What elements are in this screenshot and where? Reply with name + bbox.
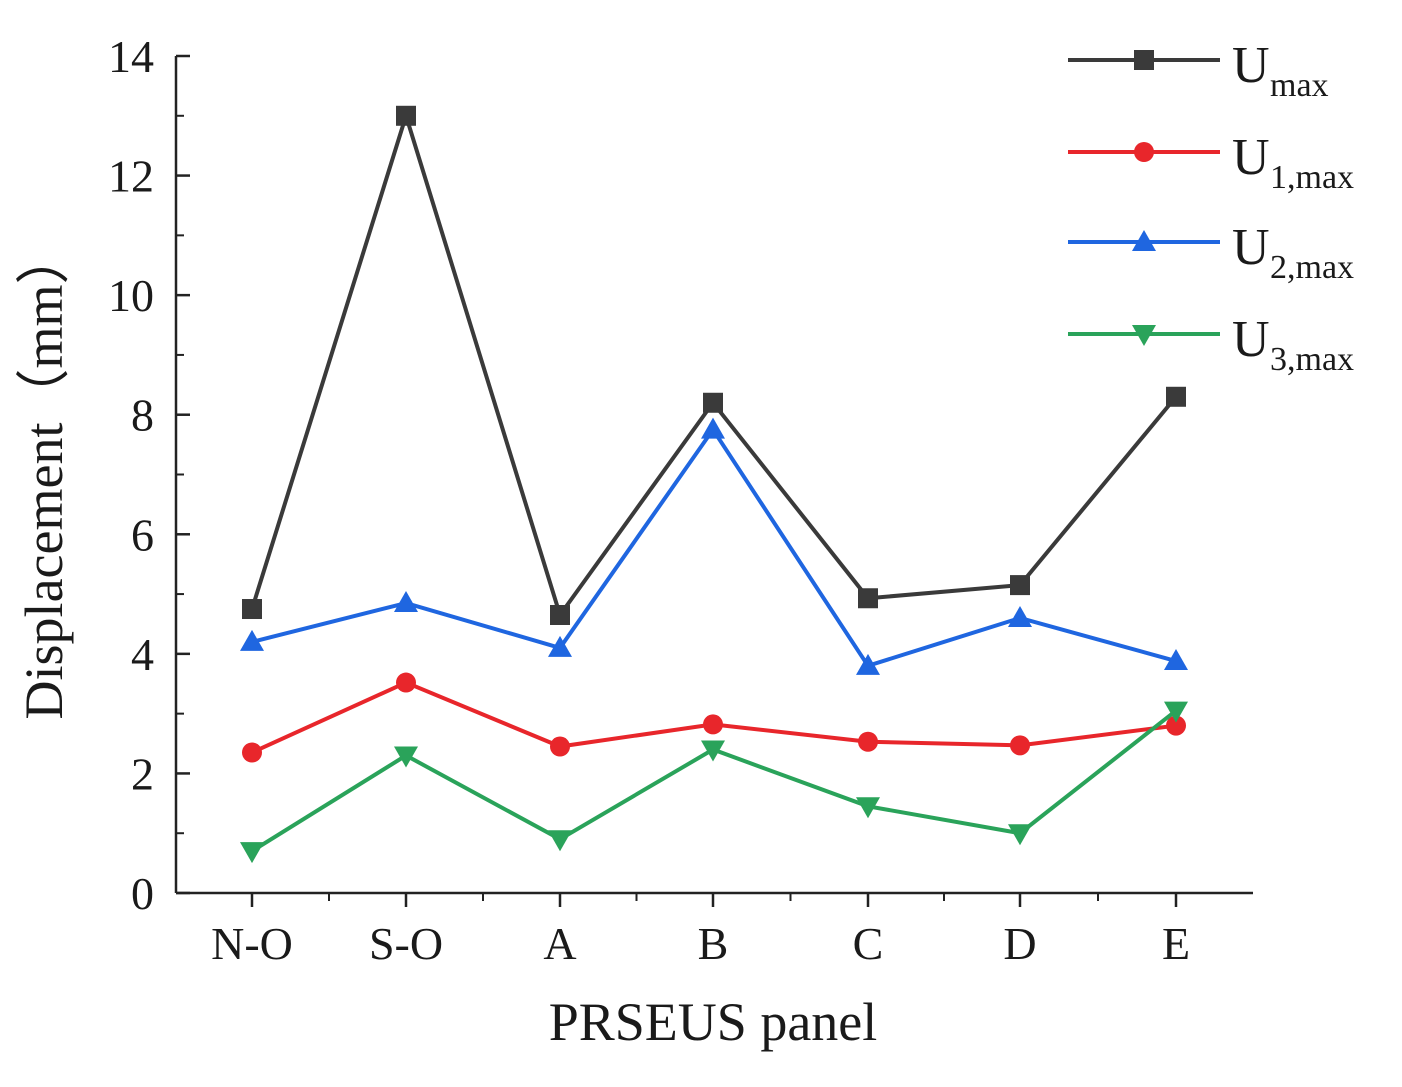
legend-marker [1132, 325, 1156, 346]
y-tick-label: 8 [131, 390, 154, 441]
x-tick-label: S-O [369, 918, 443, 969]
data-point [1010, 735, 1030, 756]
y-tick-label: 4 [131, 629, 154, 680]
legend-label: U [1232, 129, 1270, 186]
legend-subscript: 3,max [1270, 341, 1354, 378]
data-point [1008, 824, 1032, 846]
axes: 0 2 4 6 8 10 12 14 N-O S-O A B C D E [108, 31, 1253, 969]
x-tick-label: D [1003, 918, 1036, 969]
series-1-max [242, 672, 1186, 763]
x-tick-label: B [698, 918, 729, 969]
data-point [703, 714, 723, 735]
legend-marker [1134, 50, 1154, 70]
legend-item: U 3,max [1068, 311, 1354, 378]
legend-item: U 1,max [1068, 129, 1354, 196]
data-point [858, 731, 878, 752]
series-3-max [240, 701, 1188, 864]
data-point [550, 604, 570, 625]
legend-subscript: 1,max [1270, 159, 1354, 196]
data-point [240, 629, 264, 651]
legend-label: U [1232, 311, 1270, 368]
series-2-max [240, 417, 1188, 675]
data-point [394, 591, 418, 613]
data-point [1164, 649, 1188, 671]
data-point [1010, 575, 1030, 596]
data-point [242, 742, 262, 763]
data-point [701, 740, 725, 762]
data-point [242, 599, 262, 620]
data-point [396, 105, 416, 126]
x-tick-label: C [853, 918, 884, 969]
y-tick-label: 12 [108, 151, 154, 202]
legend-marker [1132, 230, 1156, 251]
data-point [703, 392, 723, 413]
data-point [240, 842, 264, 864]
data-point [396, 672, 416, 693]
data-point [550, 736, 570, 757]
x-tick-label: E [1162, 918, 1190, 969]
y-tick-label: 2 [131, 748, 154, 799]
series-max [242, 105, 1186, 625]
data-point [1166, 715, 1186, 736]
legend-subscript: 2,max [1270, 249, 1354, 286]
series-line [250, 109, 1178, 620]
x-tick-label: N-O [211, 918, 293, 969]
x-tick-label: A [543, 918, 576, 969]
data-point [1166, 386, 1186, 407]
legend-subscript: max [1270, 67, 1329, 104]
y-tick-label: 0 [131, 868, 154, 919]
legend-marker [1134, 142, 1154, 162]
y-tick-label: 14 [108, 31, 154, 82]
data-point [1164, 701, 1188, 723]
data-point [701, 417, 725, 439]
series-layer [240, 105, 1188, 864]
x-axis-title: PRSEUS panel [549, 992, 878, 1052]
data-point [394, 746, 418, 768]
legend-label: U [1232, 37, 1270, 94]
data-point [856, 653, 880, 675]
y-tick-label: 6 [131, 509, 154, 560]
series-line [251, 426, 1177, 669]
y-tick-label: 10 [108, 270, 154, 321]
data-point [858, 588, 878, 609]
data-point [548, 635, 572, 657]
data-point [548, 830, 572, 852]
y-axis-title: Displacement（mm） [14, 231, 74, 720]
legend-item: U 2,max [1068, 219, 1354, 286]
data-point [1008, 605, 1032, 627]
data-point [856, 797, 880, 819]
legend-label: U [1232, 219, 1270, 276]
